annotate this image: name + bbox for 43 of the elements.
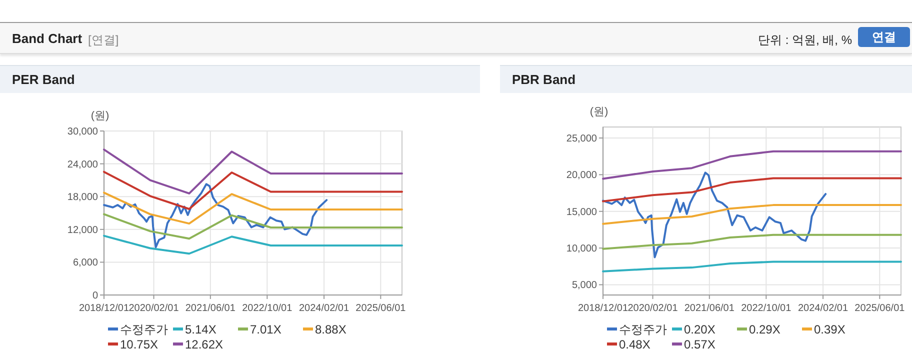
y-tick-label: 5,000 [572, 280, 598, 292]
legend-label: 5.14X [185, 322, 216, 336]
chart-title: PBR Band [512, 72, 576, 87]
y-tick-label: 15,000 [566, 206, 598, 218]
y-tick-label: 25,000 [566, 134, 598, 145]
y-tick-label: 6,000 [72, 258, 98, 269]
text: 연결 [858, 27, 910, 47]
legend-label: 12.62X [185, 338, 224, 352]
y-tick-label: 12,000 [67, 224, 98, 236]
y-tick-label: 24,000 [67, 159, 98, 170]
legend-label: 7.01X [250, 322, 282, 336]
legend-label: 8.88X [315, 322, 346, 336]
chart-title: PER Band [12, 72, 75, 87]
y-tick-label: 18,000 [67, 192, 98, 204]
text: [연결] [88, 32, 119, 49]
legend-label: 수정주가 [619, 322, 667, 336]
x-tick-label: 2021/06/01 [684, 303, 735, 314]
x-tick-label: 2025/06/01 [356, 303, 406, 314]
x-tick-label: 2025/06/01 [854, 303, 906, 314]
legend-label: 0.29X [749, 322, 780, 336]
x-tick-label: 2022/10/01 [741, 303, 792, 314]
text: 단위 : 억원, 배, % [758, 32, 852, 49]
legend-label: 0.48X [619, 338, 650, 352]
x-tick-label: 2018/12/01 [78, 303, 130, 314]
x-tick-label: 2022/10/01 [242, 303, 293, 314]
legend-label: 0.20X [684, 322, 716, 336]
text: Band Chart [12, 31, 82, 46]
y-tick-label: 20,000 [566, 170, 598, 182]
y-tick-label: 30,000 [67, 126, 98, 138]
x-tick-label: 2020/02/01 [628, 303, 678, 314]
legend-label: 0.57X [684, 338, 716, 352]
legend-label: 0.39X [814, 322, 846, 336]
x-tick-label: 2024/02/01 [798, 303, 848, 314]
x-tick-label: 2020/02/01 [128, 303, 180, 314]
legend-label: 10.75X [120, 338, 158, 352]
x-tick-label: 2024/02/01 [299, 303, 350, 314]
legend-label: 수정주가 [120, 322, 168, 336]
y-tick-label: 0 [92, 290, 98, 302]
y-axis-title: (원) [590, 106, 608, 118]
x-tick-label: 2021/06/01 [185, 303, 236, 314]
y-tick-label: 10,000 [566, 244, 598, 255]
y-axis-title: (원) [90, 110, 110, 122]
x-tick-label: 2018/12/01 [578, 303, 628, 314]
